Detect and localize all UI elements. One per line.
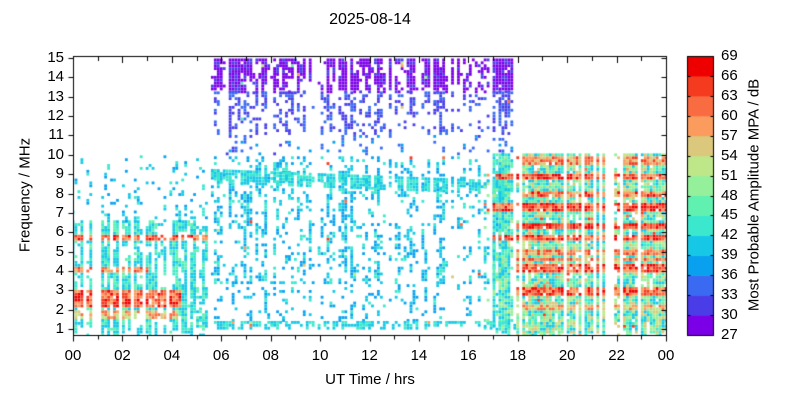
colorbar-tick-label: 66 [721,66,738,84]
colorbar-tick-label: 36 [721,266,738,284]
y-tick-label: 13 [47,87,64,105]
y-tick-label: 6 [55,223,64,241]
chart-title: 2025-08-14 [329,11,411,28]
colorbar-tick-label: 51 [721,166,738,184]
colorbar-tick-label: 33 [721,286,738,304]
colorbar-tick-label: 69 [721,47,738,64]
colorbar-tick-label: 42 [721,226,738,244]
y-tick-label: 9 [55,165,64,183]
x-tick-label: 00 [657,347,675,364]
x-tick-label: 08 [262,347,279,364]
x-tick-label: 06 [212,347,230,364]
x-tick-label: 04 [163,347,181,364]
y-tick-label: 10 [47,145,64,163]
y-tick-label: 8 [55,184,64,202]
colorbar-tick-label: 57 [721,126,738,144]
y-tick-label: 3 [55,281,64,299]
y-tick-label: 5 [55,242,64,260]
y-tick-label: 7 [55,203,64,221]
y-tick-label: 11 [48,126,64,144]
colorbar-label: Most Probable Amplitude MPA / dB [745,78,763,312]
x-tick-label: 12 [361,347,378,364]
x-axis-label: UT Time / hrs [325,371,415,388]
colorbar-tick-label: 39 [721,246,738,264]
x-tick-label: 00 [64,347,82,364]
x-tick-label: 16 [459,347,477,364]
y-tick-label: 12 [47,107,64,125]
colorbar-tick-label: 54 [721,146,738,164]
colorbar-tick-label: 60 [721,106,738,124]
x-tick-label: 02 [114,347,131,364]
colorbar-tick-label: 27 [721,326,738,343]
x-tick-label: 10 [311,347,329,364]
x-tick-label: 20 [558,347,576,364]
y-tick-label: 4 [55,262,64,280]
y-tick-label: 1 [55,320,64,338]
y-tick-label: 14 [47,68,64,86]
colorbar-tick-label: 30 [721,306,738,324]
y-tick-label: 15 [47,48,64,66]
x-tick-label: 14 [410,347,428,364]
colorbar-tick-label: 45 [721,206,738,224]
colorbar-tick-label: 48 [721,186,738,204]
x-tick-label: 22 [608,347,625,364]
y-tick-label: 2 [55,300,64,318]
colorbar-tick-label: 63 [721,86,738,104]
x-tick-label: 18 [509,347,527,364]
